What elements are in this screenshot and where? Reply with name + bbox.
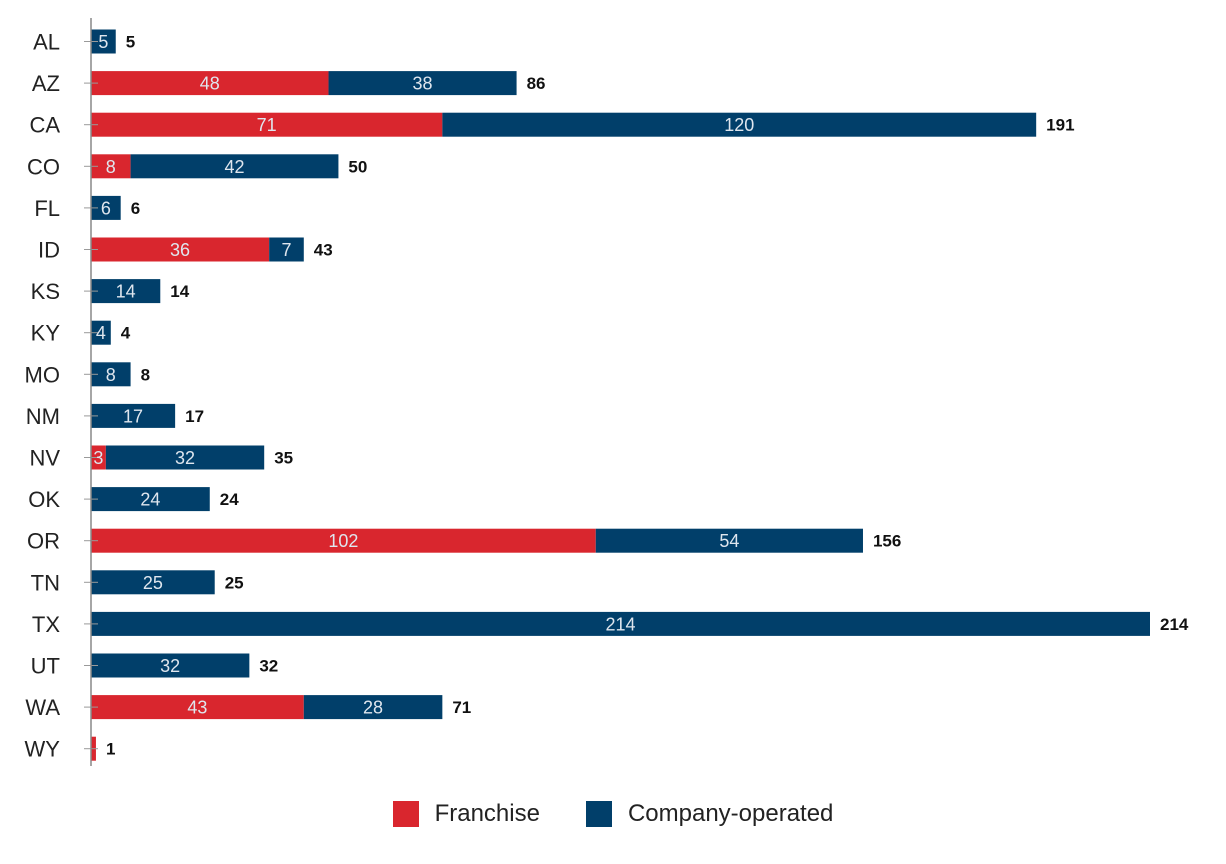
data-label-nv-company-operated: 32 (175, 448, 195, 468)
total-label-co: 50 (348, 157, 367, 176)
category-label-ok: OK (28, 487, 60, 512)
data-label-wa-company-operated: 28 (363, 698, 383, 718)
data-label-id-company-operated: 7 (281, 240, 291, 260)
legend-swatch-company-operated (585, 801, 612, 827)
bar-az-franchise (91, 71, 329, 96)
category-label-al: AL (33, 30, 60, 55)
data-label-co-franchise: 8 (106, 157, 116, 177)
bar-wa-franchise (91, 695, 304, 720)
data-label-nv-franchise: 3 (93, 448, 103, 468)
legend-label-franchise: Franchise (434, 800, 540, 827)
category-label-az: AZ (32, 71, 60, 96)
bar-tn-company-operated (91, 570, 215, 595)
category-label-nm: NM (26, 404, 60, 429)
total-label-or: 156 (873, 532, 901, 551)
total-label-ok: 24 (220, 490, 239, 509)
bar-id-franchise (91, 237, 270, 262)
category-label-fl: FL (34, 196, 60, 221)
total-label-tx: 214 (1160, 615, 1189, 634)
category-label-or: OR (27, 529, 60, 554)
category-label-nv: NV (29, 446, 60, 471)
data-label-tx-company-operated: 214 (605, 614, 635, 634)
bar-ut-company-operated (91, 653, 250, 678)
data-label-az-franchise: 48 (200, 74, 220, 94)
total-label-ca: 191 (1046, 116, 1074, 135)
bar-or-company-operated (595, 528, 863, 553)
data-label-or-franchise: 102 (328, 531, 358, 551)
category-label-wa: WA (25, 695, 60, 720)
category-label-tx: TX (32, 612, 60, 637)
bar-nm-company-operated (91, 403, 176, 428)
category-label-tn: TN (31, 570, 60, 595)
total-label-ut: 32 (259, 657, 278, 676)
bar-ok-company-operated (91, 487, 210, 512)
total-label-id: 43 (314, 241, 333, 260)
bar-wa-company-operated (303, 695, 443, 720)
legend-item-company-operated: Company-operated (585, 800, 834, 828)
total-label-mo: 8 (141, 365, 150, 384)
bar-tx-company-operated (91, 611, 1150, 636)
total-label-tn: 25 (225, 573, 244, 592)
category-label-co: CO (27, 154, 60, 179)
total-label-ks: 14 (170, 282, 189, 301)
bar-ky-company-operated (91, 320, 111, 345)
category-label-id: ID (38, 238, 60, 263)
data-label-ut-company-operated: 32 (160, 656, 180, 676)
data-label-az-company-operated: 38 (413, 74, 433, 94)
legend: Franchise Company-operated (0, 800, 1226, 828)
bar-nv-franchise (91, 445, 106, 470)
total-label-wa: 71 (452, 698, 471, 717)
legend-label-company-operated: Company-operated (627, 800, 834, 827)
total-label-fl: 6 (131, 199, 140, 218)
data-label-id-franchise: 36 (170, 240, 190, 260)
bar-ks-company-operated (91, 279, 161, 304)
data-label-co-company-operated: 42 (224, 157, 244, 177)
data-label-or-company-operated: 54 (719, 531, 739, 551)
data-label-wa-franchise: 43 (187, 698, 207, 718)
data-label-ca-franchise: 71 (257, 115, 277, 135)
legend-swatch-franchise (392, 801, 419, 827)
category-label-ky: KY (31, 321, 61, 346)
total-label-nm: 17 (185, 407, 204, 426)
total-label-ky: 4 (121, 324, 131, 343)
bar-nv-company-operated (105, 445, 265, 470)
category-label-ks: KS (31, 279, 60, 304)
data-label-nm-company-operated: 17 (123, 406, 143, 426)
bar-ca-franchise (91, 112, 443, 137)
data-label-mo-company-operated: 8 (106, 365, 116, 385)
total-label-al: 5 (126, 33, 135, 52)
bar-co-company-operated (130, 154, 339, 179)
bars-layer (91, 29, 1150, 761)
total-label-wy: 1 (106, 740, 115, 759)
category-label-wy: WY (25, 737, 61, 762)
data-label-al-company-operated: 5 (98, 32, 108, 52)
data-label-ca-company-operated: 120 (724, 115, 754, 135)
category-label-mo: MO (25, 362, 60, 387)
data-label-ks-company-operated: 14 (116, 282, 136, 302)
category-label-ca: CA (29, 113, 60, 138)
bar-az-company-operated (328, 71, 517, 96)
data-label-tn-company-operated: 25 (143, 573, 163, 593)
data-label-ok-company-operated: 24 (140, 490, 160, 510)
category-label-ut: UT (31, 654, 60, 679)
data-label-ky-company-operated: 4 (96, 323, 106, 343)
legend-item-franchise: Franchise (392, 800, 540, 828)
data-label-fl-company-operated: 6 (101, 198, 111, 218)
bar-or-franchise (91, 528, 596, 553)
bar-id-company-operated (269, 237, 304, 262)
total-label-az: 86 (527, 74, 546, 93)
bar-ca-company-operated (442, 112, 1037, 137)
total-label-nv: 35 (274, 449, 293, 468)
